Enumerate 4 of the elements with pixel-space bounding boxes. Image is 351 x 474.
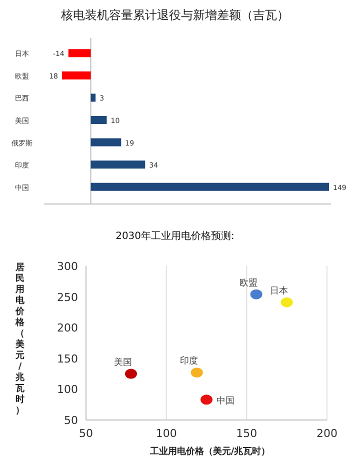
xlabel: 工业用电价格（美元/兆瓦时）	[150, 447, 270, 457]
ylabel: 居民用电价格（美元/兆瓦时）	[16, 263, 24, 416]
title: 核电装机容量累计退役与新增差额（吉瓦）	[61, 8, 289, 22]
title: 2030年工业用电价格预测:	[116, 231, 234, 242]
